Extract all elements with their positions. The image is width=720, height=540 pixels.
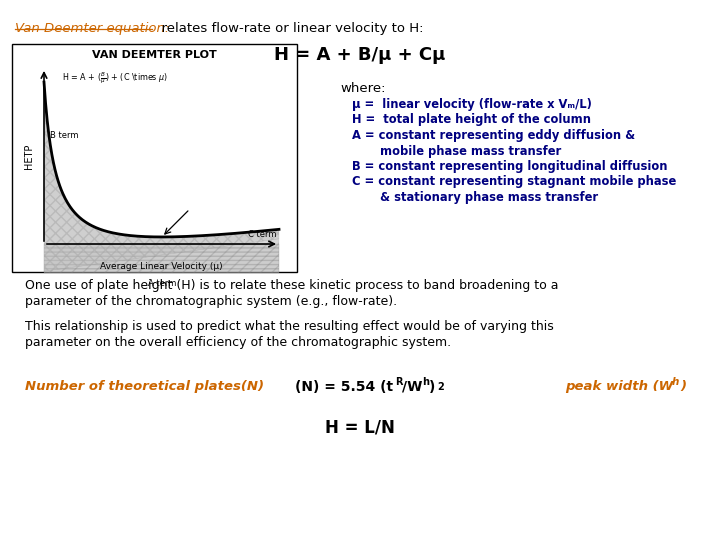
Text: where:: where: — [340, 82, 385, 95]
Text: parameter on the overall efficiency of the chromatographic system.: parameter on the overall efficiency of t… — [25, 336, 451, 349]
Text: C = constant representing stagnant mobile phase: C = constant representing stagnant mobil… — [352, 176, 676, 188]
Text: B term: B term — [50, 131, 78, 140]
Text: ): ) — [680, 380, 686, 393]
Text: μ =  linear velocity (flow-rate x Vₘ/L): μ = linear velocity (flow-rate x Vₘ/L) — [352, 98, 592, 111]
Bar — [12, 44, 297, 272]
Text: mobile phase mass transfer: mobile phase mass transfer — [352, 145, 562, 158]
Text: B = constant representing longitudinal diffusion: B = constant representing longitudinal d… — [352, 160, 667, 173]
Text: C term: C term — [248, 230, 277, 239]
Text: H = L/N: H = L/N — [325, 418, 395, 436]
Text: peak width (W: peak width (W — [565, 380, 673, 393]
Text: This relationship is used to predict what the resulting effect would be of varyi: This relationship is used to predict wha… — [25, 320, 554, 333]
Text: R: R — [395, 377, 402, 387]
Text: & stationary phase mass transfer: & stationary phase mass transfer — [352, 191, 598, 204]
Text: /W: /W — [402, 380, 423, 394]
Text: A term: A term — [148, 279, 176, 288]
Text: h: h — [422, 377, 429, 387]
Text: A = constant representing eddy diffusion &: A = constant representing eddy diffusion… — [352, 129, 635, 142]
Text: HETP: HETP — [24, 143, 34, 168]
Text: h: h — [672, 377, 680, 387]
Text: H = A + ($\frac{B}{\mu}$) + (C \times $\mu$): H = A + ($\frac{B}{\mu}$) + (C \times $\… — [62, 70, 168, 85]
Text: (N) = 5.54 (t: (N) = 5.54 (t — [295, 380, 393, 394]
Text: Number of theoretical plates(N): Number of theoretical plates(N) — [25, 380, 264, 393]
Text: relates flow-rate or linear velocity to H:: relates flow-rate or linear velocity to … — [153, 22, 423, 35]
Text: H = A + B/μ + Cμ: H = A + B/μ + Cμ — [274, 46, 446, 64]
Text: H =  total plate height of the column: H = total plate height of the column — [352, 113, 591, 126]
Text: Van Deemter equation:: Van Deemter equation: — [15, 22, 169, 35]
Text: One use of plate height (H) is to relate these kinetic process to band broadenin: One use of plate height (H) is to relate… — [25, 279, 559, 292]
Text: VAN DEEMTER PLOT: VAN DEEMTER PLOT — [92, 50, 217, 60]
Text: ): ) — [429, 380, 436, 394]
Text: Average Linear Velocity (μ): Average Linear Velocity (μ) — [100, 262, 222, 271]
Text: 2: 2 — [437, 382, 444, 392]
Text: parameter of the chromatographic system (e.g., flow-rate).: parameter of the chromatographic system … — [25, 295, 397, 308]
